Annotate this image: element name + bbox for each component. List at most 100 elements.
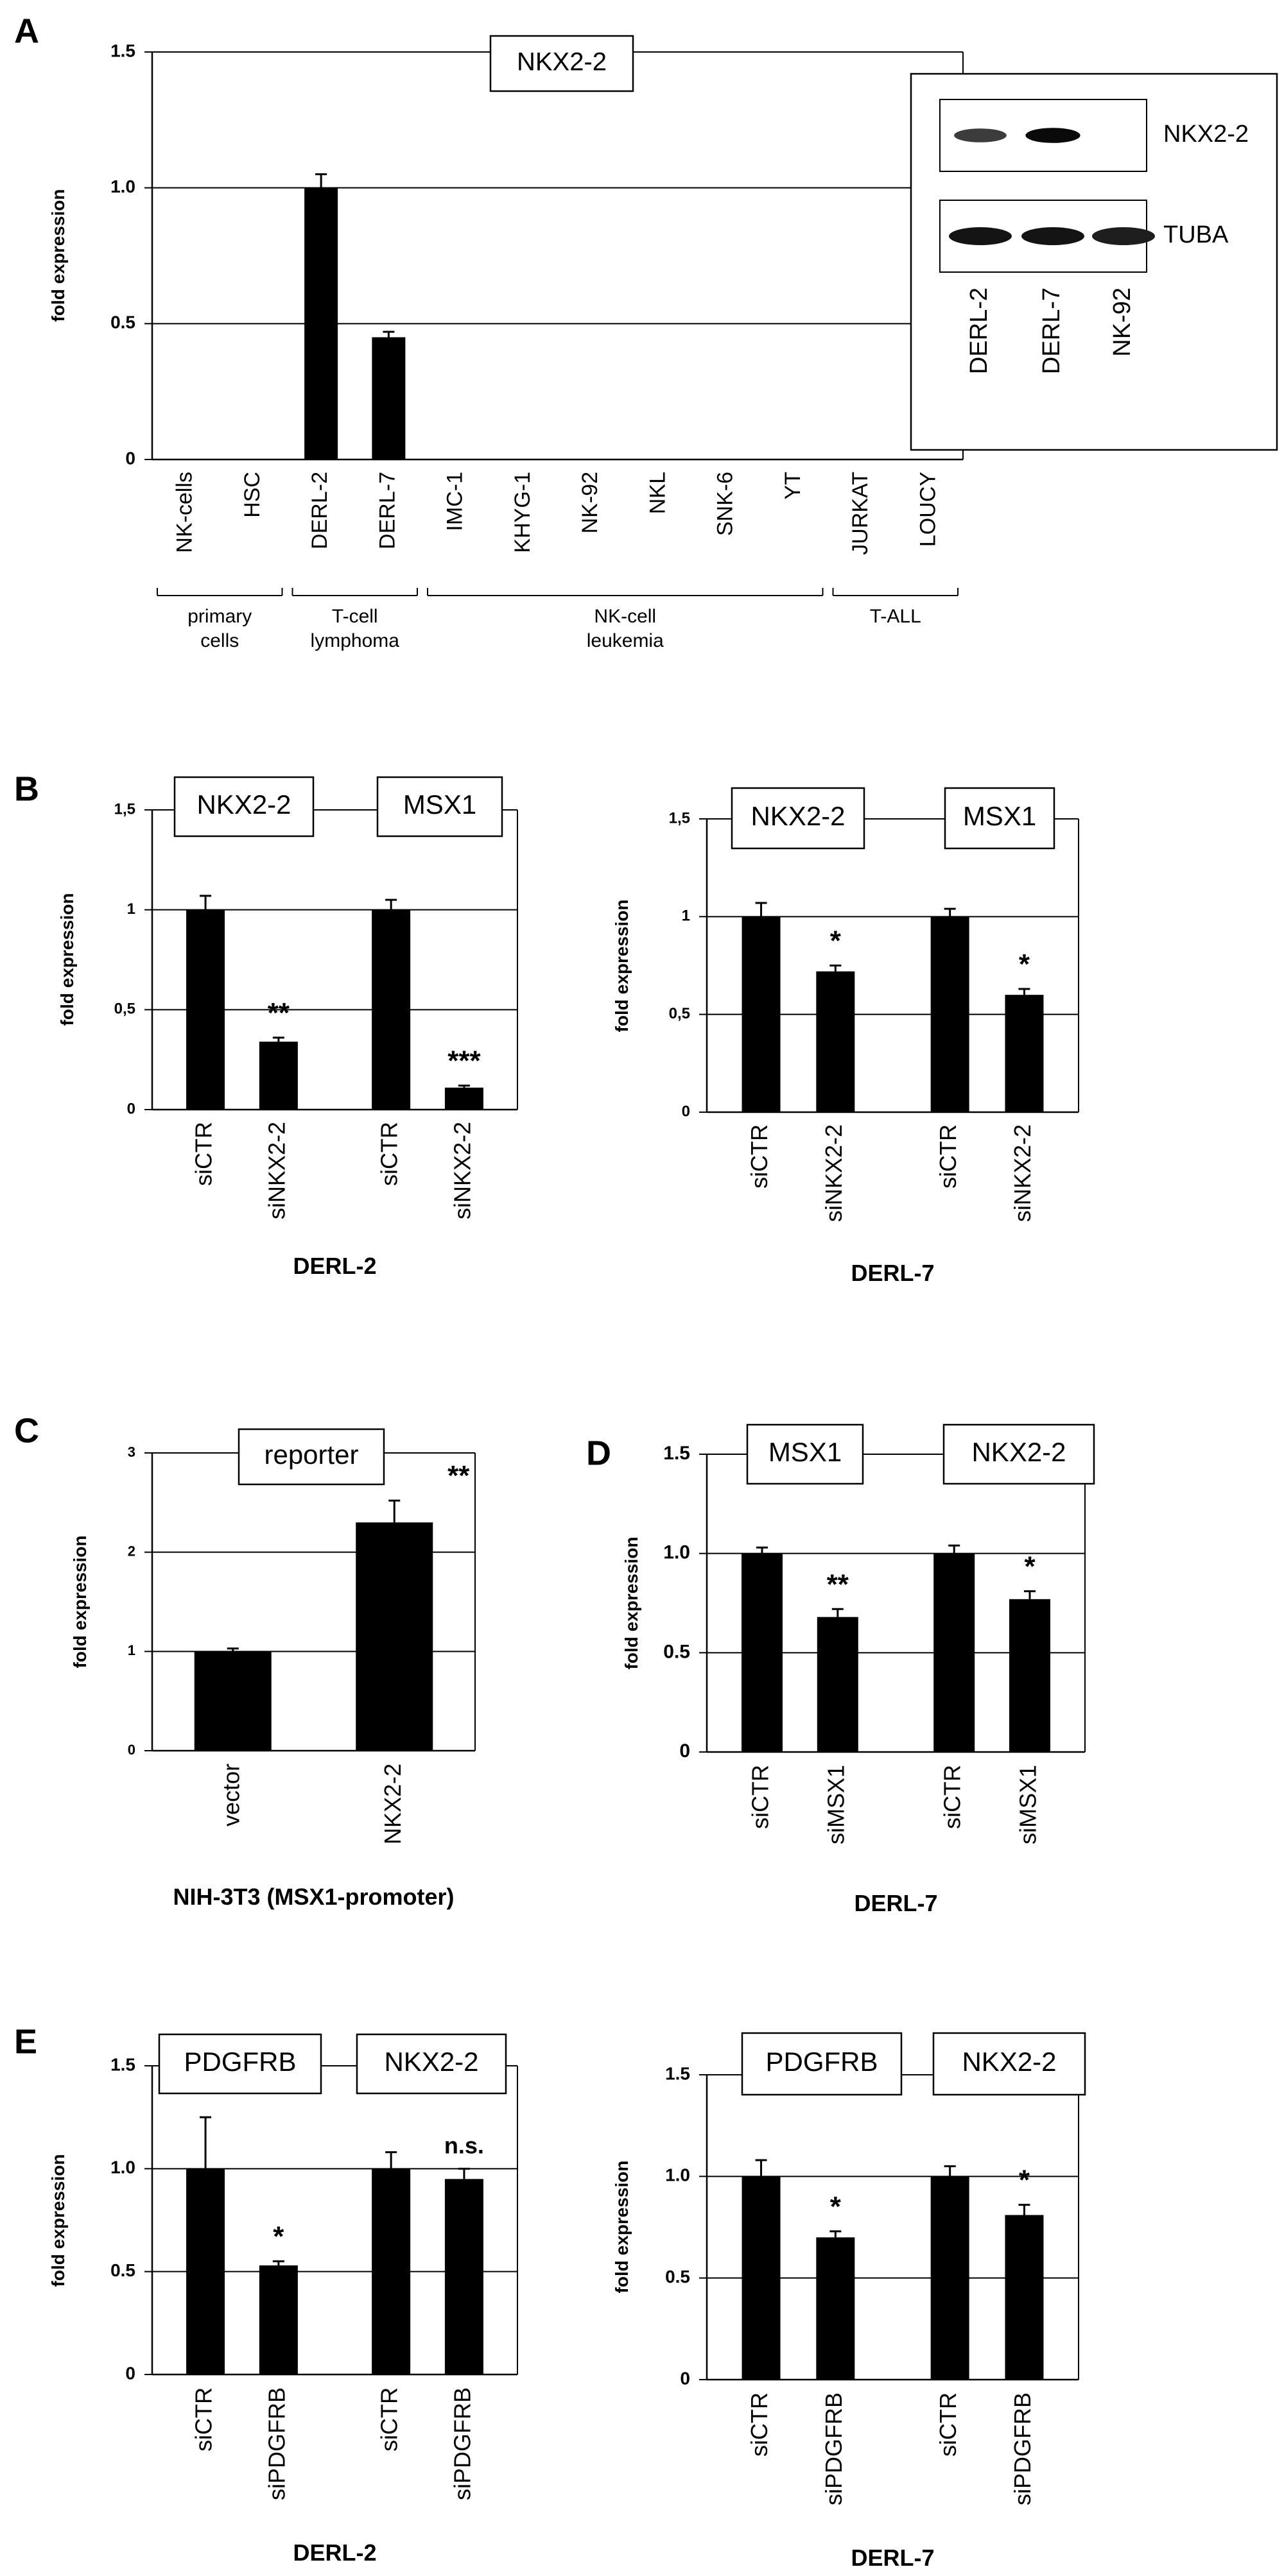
x-axis-label: NIH-3T3 (MSX1-promoter) [173,1884,454,1910]
significance-marker: *** [447,1045,481,1077]
blot-band [1092,227,1155,245]
y-tick-label: 0.5 [665,2267,690,2287]
y-tick-label: 0 [679,1740,690,1762]
label-box-text: reporter [264,1439,358,1470]
blot-band [954,128,1007,142]
x-tick-label: NKX2-2 [379,1764,406,1844]
bar [1009,1599,1051,1752]
x-tick-label: siNKX2-2 [449,1122,475,1219]
x-axis-label: DERL-2 [293,2539,376,2566]
bar [816,971,855,1112]
significance-marker: * [1019,2165,1030,2196]
label-box [944,787,1055,850]
label-box [731,787,865,850]
y-tick-label: 0.5 [110,313,135,332]
bar [930,2176,969,2380]
x-tick-label: siCTR [376,2387,403,2451]
y-axis-label: fold expression [612,900,632,1033]
y-axis-label: fold expression [70,1536,90,1669]
x-tick-label: DERL-2 [308,472,332,549]
significance-marker: * [273,2221,284,2253]
bar [372,337,406,459]
bar [259,1042,298,1110]
chart-C-3: 0 1 2 3 fold expression ** vector NKX2-2 reporte… [70,1428,476,1910]
x-tick-label: siCTR [939,1765,966,1829]
x-tick-label: DERL-7 [375,472,399,549]
y-tick-label: 1.5 [665,2063,690,2083]
y-tick-label: 1,5 [114,800,135,818]
label-box-text: MSX1 [403,789,476,820]
label-box-text: NKX2-2 [196,789,291,820]
x-tick-label: siCTR [376,1122,403,1186]
x-tick-label: siNKX2-2 [820,1124,847,1222]
x-tick-label: siPDGFRB [263,2387,290,2500]
bar [741,1553,783,1752]
x-axis-label: DERL-7 [851,2545,934,2571]
bar [933,1553,975,1752]
label-box-text: NKX2-2 [750,801,845,831]
label-box [238,1428,385,1486]
label-box-text: NKX2-2 [384,2047,478,2077]
bar [742,2176,781,2380]
bar [194,1651,272,1751]
y-tick-label: 2 [128,1543,135,1559]
y-tick-label: 0 [682,1103,690,1120]
y-tick-label: 3 [128,1444,135,1460]
x-axis-label: DERL-7 [851,1260,934,1286]
y-tick-label: 1.5 [110,2054,135,2074]
y-tick-label: 0,5 [669,1005,690,1022]
significance-marker: * [830,2191,842,2222]
group-label: leukemia [587,630,664,651]
y-tick-label: 0,5 [114,1000,135,1018]
group-label: NK-cell [594,606,656,627]
y-axis-label: fold expression [612,2161,632,2294]
blot-row-label: TUBA [1163,221,1229,248]
bar [444,1087,483,1110]
label-box-text: PDGFRB [765,2047,878,2077]
label-box-text: PDGFRB [184,2047,296,2077]
x-tick-label: siNKX2-2 [1009,1124,1036,1222]
blot-row-label: NKX2-2 [1163,121,1249,148]
bar [372,909,411,1110]
y-tick-label: 1.0 [665,2165,690,2185]
y-tick-label: 0 [128,1742,135,1758]
label-box [741,2032,903,2096]
y-axis-label: fold expression [48,189,68,322]
bar [1005,995,1044,1112]
y-tick-label: 1 [127,900,135,918]
chart-E-6: 0 0.5 1.0 1.5 fold expression * * siCTR siPDGFRB… [612,2032,1086,2571]
x-tick-label: siCTR [746,1124,772,1189]
label-box [746,1423,864,1485]
x-tick-label: NK-cells [173,472,197,553]
x-tick-label: siCTR [747,1765,774,1829]
bar [444,2179,483,2374]
western-blot-inset: NKX2-2 TUBA DERL-2 DERL-7 NK-92 [910,73,1278,451]
significance-marker: n.s. [444,2132,484,2158]
x-tick-label: siCTR [191,1122,217,1186]
x-tick-label: siPDGFRB [449,2387,475,2500]
x-tick-label: siPDGFRB [820,2392,847,2505]
y-axis-label: fold expression [48,2154,68,2287]
y-tick-label: 1,5 [669,809,690,827]
bar [372,2168,411,2374]
panel-letter: E [14,2022,37,2061]
x-tick-label: KHYG-1 [510,472,535,553]
x-tick-label: SNK-6 [713,472,738,536]
label-box-text: MSX1 [963,801,1036,831]
group-label: lymphoma [311,630,400,651]
panel-letter: C [14,1411,39,1450]
blot-band [949,227,1012,245]
y-tick-label: 1.0 [663,1542,690,1563]
chart-A-0: 0 0.5 1.0 1.5 fold expression NK-cells HSC DERL… [48,35,1278,651]
bar [1005,2215,1044,2380]
panel-letter: B [14,769,39,808]
x-tick-label: siCTR [935,1124,961,1189]
label-box [173,776,315,837]
panel-letter: D [586,1434,611,1472]
significance-marker: ** [447,1460,470,1491]
significance-marker: * [1019,949,1030,980]
